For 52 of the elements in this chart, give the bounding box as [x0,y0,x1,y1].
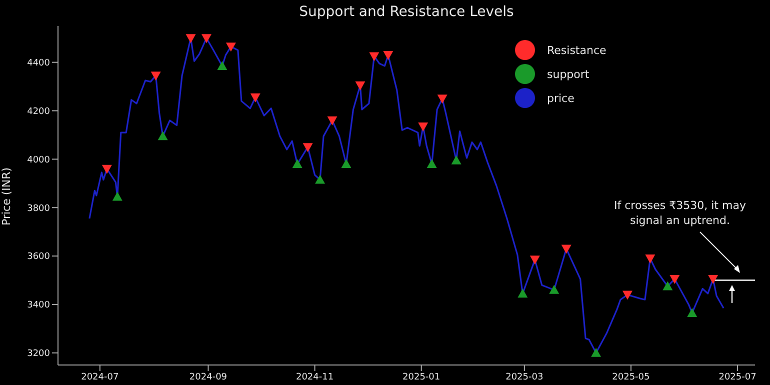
point [158,131,168,140]
x-tick-label: 2025-05 [612,372,650,382]
legend-label: Resistance [547,44,606,56]
y-axis-title: Price (INR) [0,167,13,226]
point [418,122,428,132]
point [292,159,302,168]
point [561,244,572,254]
point [549,284,560,294]
annotation: If crosses ₹3530, it may signal an uptrend. [613,198,747,228]
point [226,42,236,52]
y-tick-label: 3600 [27,252,50,262]
point [250,93,260,102]
point [355,81,366,90]
point [369,52,380,62]
point [687,308,698,317]
point [662,281,673,290]
y-tick-label: 3200 [27,349,50,360]
point [201,34,212,44]
point [150,72,161,81]
point [217,60,228,70]
point [518,288,528,298]
y-tick-label: 4000 [27,155,50,166]
point [327,116,338,126]
point [708,275,718,284]
legend-label: support [547,68,590,80]
x-tick-label: 2024-11 [296,372,334,382]
x-tick-label: 2024-07 [81,372,119,382]
point [186,34,196,44]
y-tick-label: 4200 [27,106,50,117]
point [341,159,352,168]
point [102,164,112,174]
point [670,275,680,284]
y-tick-label: 4400 [27,58,50,69]
point [645,254,656,264]
point [302,143,313,152]
point [315,174,326,184]
x-tick-label: 2025-01 [402,372,440,382]
point [437,94,448,104]
x-tick-label: 2025-07 [718,372,756,382]
point [426,159,437,168]
point [530,256,540,265]
chart-title: Support and Resistance Levels [298,4,515,20]
x-tick-label: 2024-09 [189,372,228,382]
point [622,290,632,300]
legend-label: price [547,92,574,104]
point [112,192,122,201]
point [383,51,394,60]
y-tick-label: 3400 [27,300,50,311]
point [451,155,462,164]
x-tick-label: 2025-03 [506,372,544,382]
y-tick-label: 3800 [27,204,50,214]
point [591,348,602,357]
